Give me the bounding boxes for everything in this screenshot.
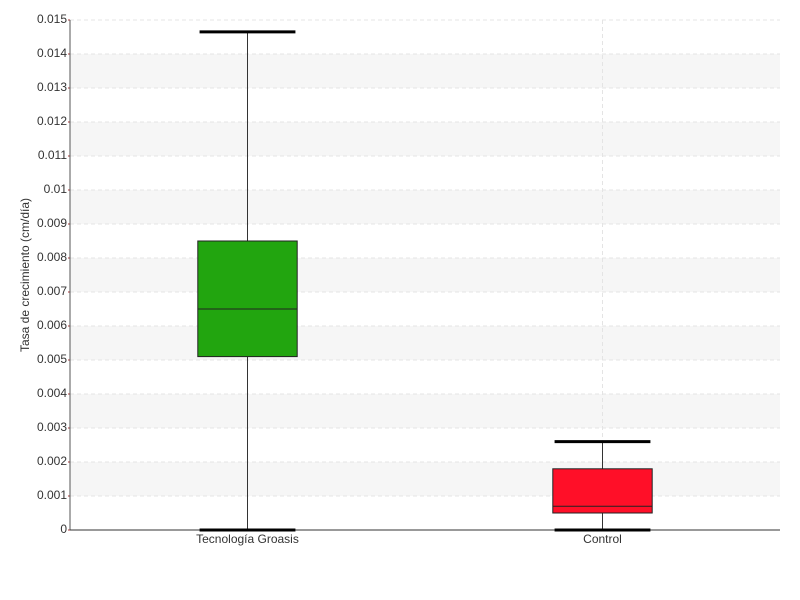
y-tick-label: 0.01 <box>44 182 68 196</box>
grid-band <box>70 394 780 428</box>
y-tick-label: 0.005 <box>37 352 67 366</box>
y-tick-label: 0.003 <box>37 420 67 434</box>
grid-band <box>70 190 780 224</box>
y-tick-label: 0.002 <box>37 454 67 468</box>
y-axis-label: Tasa de crecimiento (cm/día) <box>18 198 32 352</box>
grid-band <box>70 122 780 156</box>
y-tick-label: 0.007 <box>37 284 67 298</box>
y-tick-label: 0.011 <box>38 148 67 162</box>
y-tick-label: 0.009 <box>37 216 67 230</box>
x-tick-label: Tecnología Groasis <box>196 532 299 546</box>
y-tick-label: 0.004 <box>37 386 67 400</box>
y-tick-label: 0.001 <box>37 488 67 502</box>
y-tick-label: 0.015 <box>37 12 67 26</box>
grid-band <box>70 258 780 292</box>
y-tick-label: 0.012 <box>37 114 67 128</box>
y-tick-label: 0.008 <box>37 250 67 264</box>
grid-band <box>70 326 780 360</box>
box <box>197 240 298 358</box>
box <box>552 468 653 514</box>
y-tick-label: 0 <box>60 522 67 536</box>
y-tick-label: 0.006 <box>37 318 67 332</box>
y-tick-label: 0.014 <box>37 46 67 60</box>
grid-band <box>70 54 780 88</box>
x-tick-label: Control <box>583 532 622 546</box>
y-tick-label: 0.013 <box>37 80 67 94</box>
grid-band <box>70 462 780 496</box>
